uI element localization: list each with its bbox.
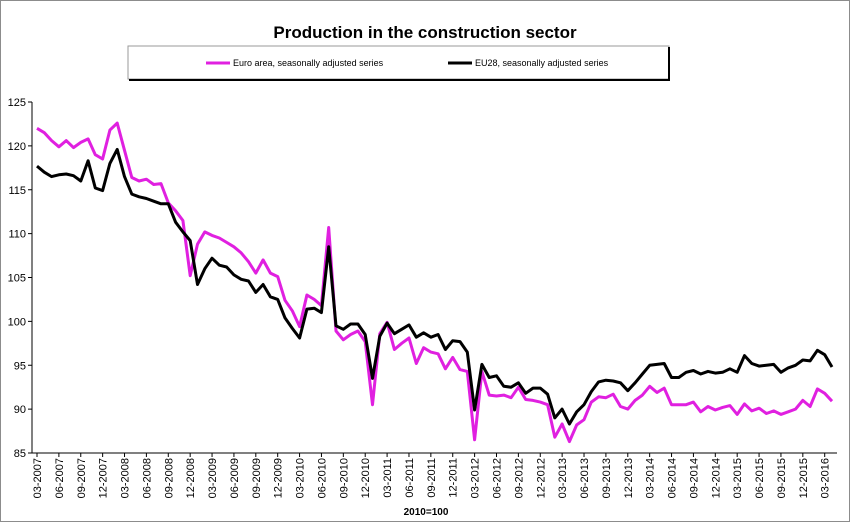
x-tick-label: 06-2014	[667, 458, 679, 498]
x-tick-label: 12-2014	[710, 458, 722, 498]
x-tick-label: 03-2010	[295, 458, 307, 498]
x-tick-label: 03-2013	[557, 458, 569, 498]
y-tick-label: 125	[8, 97, 26, 109]
legend-label-eu28: EU28, seasonally adjusted series	[475, 58, 609, 68]
x-tick-label: 12-2011	[448, 458, 460, 498]
x-tick-label: 12-2010	[360, 458, 372, 498]
x-tick-label: 03-2012	[470, 458, 482, 498]
x-tick-label: 09-2008	[163, 458, 175, 498]
x-tick-label: 06-2013	[579, 458, 591, 498]
x-tick-label: 06-2015	[754, 458, 766, 498]
x-tick-label: 12-2009	[273, 458, 285, 498]
y-tick-label: 100	[8, 316, 26, 328]
x-tick-label: 06-2009	[229, 458, 241, 498]
x-tick-label: 03-2015	[732, 458, 744, 498]
x-tick-label: 06-2008	[141, 458, 153, 498]
x-tick-label: 09-2010	[338, 458, 350, 498]
x-tick-label: 12-2013	[623, 458, 635, 498]
x-tick-label: 09-2015	[776, 458, 788, 498]
chart-title: Production in the construction sector	[273, 23, 577, 42]
x-tick-label: 09-2012	[513, 458, 525, 498]
x-tick-label: 06-2011	[404, 458, 416, 498]
x-axis: 03-2007 06-2007 09-2007 12-2007 03-2008 06-20…	[32, 452, 837, 498]
y-tick-label: 85	[14, 448, 26, 460]
x-axis-label: 2010=100	[404, 507, 449, 518]
y-tick-label: 105	[8, 273, 26, 285]
x-tick-label: 09-2007	[76, 458, 88, 498]
x-tick-label: 03-2016	[820, 458, 832, 498]
x-tick-label: 03-2014	[645, 458, 657, 498]
x-tick-label: 03-2007	[32, 458, 44, 498]
y-tick-label: 110	[8, 229, 26, 241]
x-tick-label: 03-2011	[382, 458, 394, 498]
y-tick-label: 115	[8, 185, 26, 197]
x-tick-label: 03-2008	[120, 458, 132, 498]
y-axis: 85 90 95 100 105 110 115 120 125	[8, 97, 33, 460]
x-tick-label: 09-2014	[688, 458, 700, 498]
series-line-eu28	[36, 147, 834, 426]
x-tick-label: 12-2007	[98, 458, 110, 498]
y-tick-label: 120	[8, 141, 26, 153]
y-tick-label: 95	[14, 360, 26, 372]
x-tick-label: 03-2009	[207, 458, 219, 498]
series-line-euro-area	[36, 121, 834, 444]
x-tick-label: 06-2007	[54, 458, 66, 498]
x-tick-label: 12-2008	[185, 458, 197, 498]
x-tick-label: 06-2010	[316, 458, 328, 498]
x-tick-label: 09-2013	[601, 458, 613, 498]
x-tick-label: 06-2012	[491, 458, 503, 498]
x-tick-label: 12-2012	[535, 458, 547, 498]
y-tick-label: 90	[14, 404, 26, 416]
x-tick-label: 12-2015	[798, 458, 810, 498]
x-tick-label: 09-2011	[426, 458, 438, 498]
legend: Euro area, seasonally adjusted series EU…	[127, 45, 670, 81]
legend-label-euro-area: Euro area, seasonally adjusted series	[233, 58, 384, 68]
x-tick-label: 09-2009	[251, 458, 263, 498]
series-layer	[36, 121, 834, 444]
